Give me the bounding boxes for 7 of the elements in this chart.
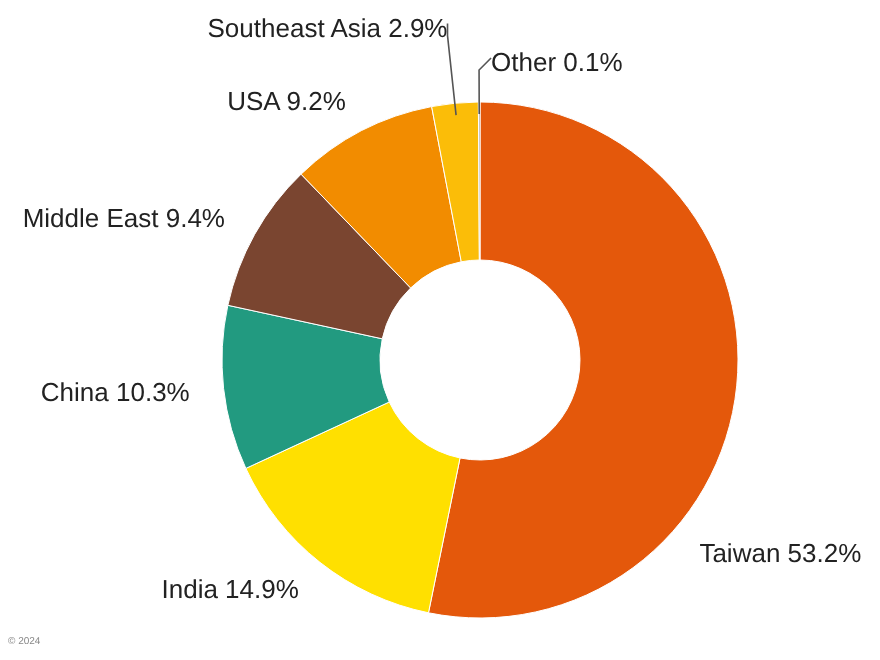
slice-label: Taiwan 53.2%	[699, 537, 863, 568]
slice-label: Middle East 9.4%	[22, 202, 226, 233]
slice-label: USA 9.2%	[227, 85, 347, 116]
slice-label: China 10.3%	[40, 377, 191, 408]
slice-label: India 14.9%	[161, 574, 300, 605]
slice-label: Other 0.1%	[491, 47, 624, 78]
slice-label: Southeast Asia 2.9%	[207, 12, 449, 43]
